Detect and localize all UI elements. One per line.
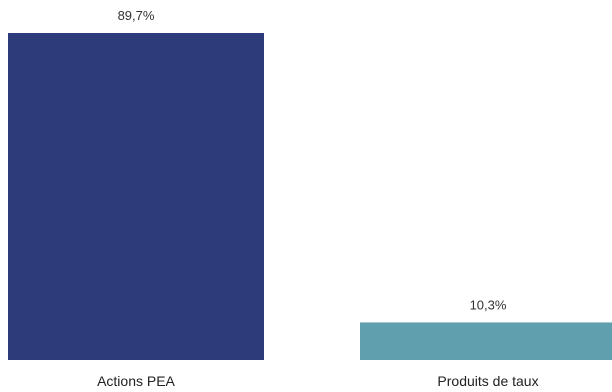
category-label-2: Produits de taux bbox=[437, 373, 538, 389]
category-label-1: Actions PEA bbox=[97, 373, 175, 389]
data-label-1: 89,7% bbox=[118, 8, 155, 23]
category-labels-group: Actions PEA Produits de taux bbox=[97, 373, 539, 389]
bars-group bbox=[8, 33, 612, 360]
bar-1 bbox=[8, 33, 264, 360]
bar-2 bbox=[360, 322, 612, 360]
data-label-2: 10,3% bbox=[470, 297, 507, 312]
value-labels-group: 89,7% 10,3% bbox=[118, 8, 507, 312]
